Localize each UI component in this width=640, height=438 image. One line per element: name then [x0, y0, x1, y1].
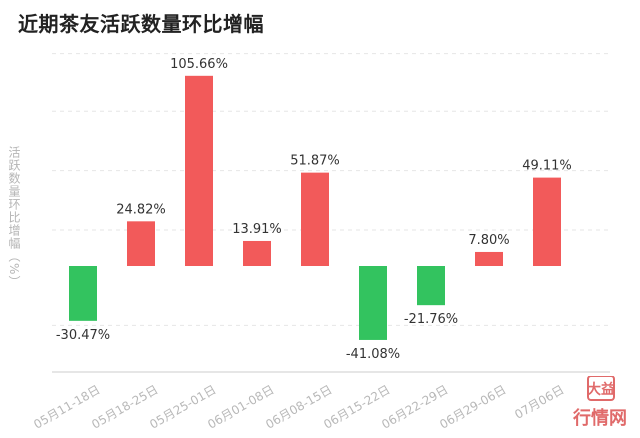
gridlines	[52, 53, 610, 373]
value-labels: -30.47% 24.82% 105.66% 13.91% 51.87% -41.08% -…	[56, 57, 572, 362]
bar	[475, 251, 503, 266]
x-tick-labels: 05月11-18日05月18-25日05月25-01日06月01-08日06月0…	[31, 382, 566, 431]
watermark-bottom-text: 行情网	[572, 407, 627, 429]
data-label: 13.91%	[232, 222, 282, 237]
x-tick-label: 06月29-06日	[437, 382, 508, 431]
bars	[69, 75, 561, 340]
bar	[69, 266, 97, 321]
data-label: 49.11%	[522, 159, 572, 174]
x-tick-label: 07月06日	[512, 382, 566, 421]
watermark-seal	[587, 376, 615, 401]
chart-title: 近期茶友活跃数量环比增幅	[18, 12, 264, 36]
data-label: 51.87%	[290, 154, 340, 169]
data-label: -21.76%	[404, 312, 458, 327]
bar	[417, 266, 445, 306]
watermark-logo: 大益 行情网	[572, 376, 627, 429]
y-axis-label: 活跃数量环比增幅（%）	[7, 146, 21, 289]
watermark-top-text: 大益	[587, 381, 615, 398]
bar	[533, 177, 561, 266]
data-label: 7.80%	[468, 233, 509, 248]
data-label: -30.47%	[56, 328, 110, 343]
data-label: 105.66%	[170, 57, 228, 72]
bar	[243, 240, 271, 266]
bar	[359, 266, 387, 340]
bar	[301, 172, 329, 266]
bar	[127, 221, 155, 266]
data-label: -41.08%	[346, 347, 400, 362]
data-label: 24.82%	[116, 202, 166, 217]
bar	[185, 75, 213, 266]
